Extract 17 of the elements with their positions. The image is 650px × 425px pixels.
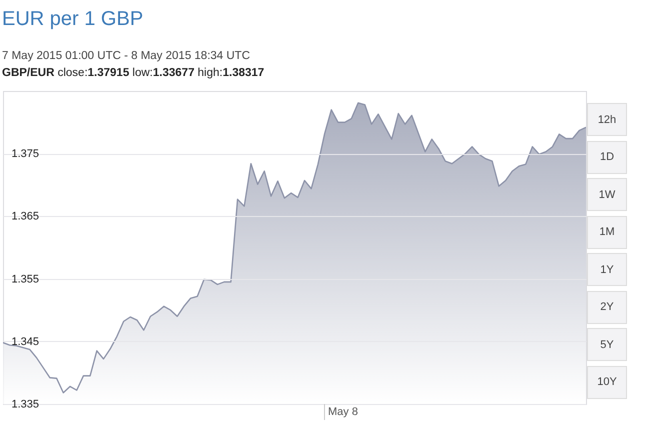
y-tick-label: 1.345 [12, 336, 40, 348]
y-tick-label: 1.355 [12, 273, 40, 286]
text: 1D [587, 140, 627, 174]
chart-subtitle: 7 May 2015 01:00 UTC - 8 May 2015 18:34 UTC [2, 50, 250, 62]
y-tick-label: 1.365 [12, 210, 40, 223]
text: 10Y [587, 366, 627, 398]
text: GBP/EUR close:1.37915 low:1.33677 high:1.38317 [2, 67, 264, 79]
text: 1M [587, 216, 627, 248]
y-tick-label: 1.375 [12, 148, 40, 160]
y-tick-label: 1.335 [12, 398, 40, 410]
text: 2Y [587, 290, 627, 324]
chart-title: EUR per 1 GBP [2, 8, 144, 31]
text: 5Y [587, 328, 627, 361]
text: May 8 [324, 404, 358, 420]
text: 12h [587, 103, 627, 136]
text: 1W [587, 178, 627, 211]
text: 1Y [587, 253, 627, 286]
